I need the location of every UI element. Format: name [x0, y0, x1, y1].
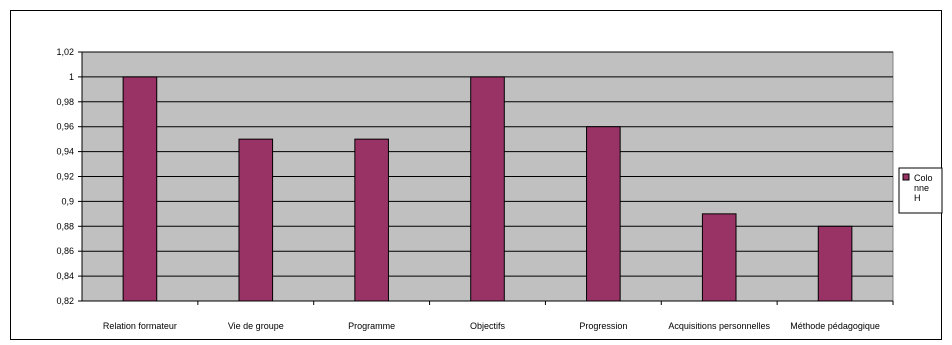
bar: [817, 225, 853, 302]
legend-swatch: [902, 173, 910, 181]
legend-label-line: nne: [914, 183, 929, 193]
y-tick-label: 0,92: [56, 172, 74, 182]
bar: [238, 138, 274, 302]
bar: [586, 126, 621, 302]
y-tick-label: 0,84: [56, 271, 74, 281]
y-tick-label: 0,94: [56, 147, 74, 157]
bar: [122, 76, 158, 302]
legend-label-line: H: [914, 193, 921, 203]
axes: 0,82 0,84 0,86 0,88 0,9 0,92 0,94 0,96 0,98 1 1,02…: [56, 47, 894, 331]
x-category-label: Relation formateur: [103, 321, 177, 331]
y-tick-label: 0,86: [56, 246, 74, 256]
y-tick-label: 0,88: [56, 221, 74, 231]
legend: Colo nne H: [898, 167, 943, 214]
legend-label-line: Colo: [914, 173, 933, 183]
y-tick-label: 1,02: [56, 47, 74, 57]
y-tick-label: 1: [69, 72, 74, 82]
x-category-label: Objectifs: [470, 321, 506, 331]
y-tick-label: 0,82: [56, 296, 74, 306]
x-category-label: Méthode pédagogique: [790, 321, 880, 331]
bar: [701, 213, 737, 302]
y-tick-label: 0,98: [56, 97, 74, 107]
x-category-label: Progression: [579, 321, 627, 331]
y-tick-label: 0,9: [61, 196, 74, 206]
y-tick-label: 0,96: [56, 122, 74, 132]
x-category-label: Programme: [348, 321, 395, 331]
x-category-label: Acquisitions personnelles: [668, 321, 770, 331]
x-category-label: Vie de groupe: [228, 321, 284, 331]
bar: [470, 76, 505, 302]
bar: [354, 138, 389, 302]
